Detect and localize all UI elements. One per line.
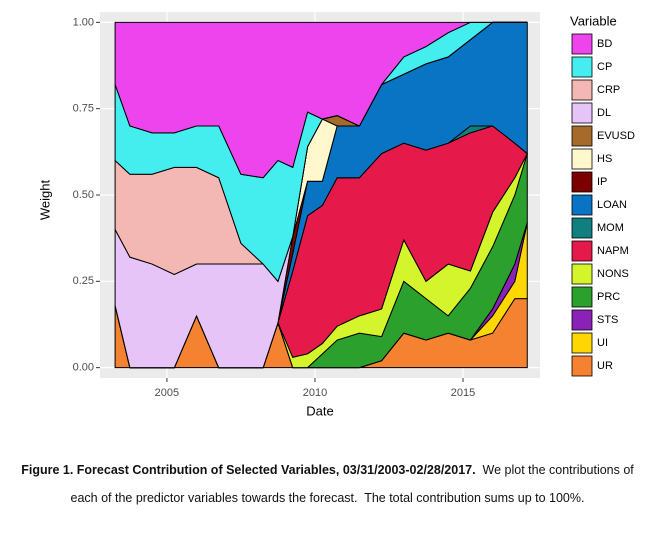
x-tick-label: 2010	[303, 387, 327, 399]
legend-label: CRP	[597, 84, 620, 96]
legend-key	[571, 263, 593, 285]
caption: Figure 1. Forecast Contribution of Selec…	[20, 456, 635, 512]
legend-key	[571, 148, 593, 170]
chart: Date Weight Variable 0.00 0.25 0.50 0.75 1.0…	[37, 12, 635, 418]
legend-title: Variable	[570, 13, 617, 28]
legend-label: MOM	[597, 222, 624, 234]
x-axis-label: Date	[306, 403, 333, 418]
y-tick-label: 0.00	[73, 362, 94, 374]
legend-label: BD	[597, 38, 612, 50]
legend-label: IP	[597, 176, 607, 188]
legend-label: PRC	[597, 291, 620, 303]
legend-label: EVUSD	[597, 130, 635, 142]
caption-label: Figure 1. Forecast Contribution of Selec…	[21, 463, 476, 477]
legend-label: STS	[597, 314, 618, 326]
legend-key	[571, 240, 593, 262]
y-tick-label: 0.50	[73, 189, 94, 201]
legend-key	[571, 125, 593, 147]
y-tick-label: 0.25	[73, 275, 94, 287]
legend-key	[571, 194, 593, 216]
legend-label: DL	[597, 107, 611, 119]
legend-label: HS	[597, 153, 612, 165]
legend-label: UR	[597, 360, 613, 372]
legend-key	[571, 79, 593, 101]
caption-text: We plot the contributions of each of the…	[70, 463, 638, 505]
x-tick-label: 2005	[155, 387, 179, 399]
legend-key	[571, 56, 593, 78]
y-tick-label: 1.00	[73, 16, 94, 28]
legend-key	[571, 171, 593, 193]
legend-label: UI	[597, 337, 608, 349]
legend-key	[571, 286, 593, 308]
legend-key	[571, 102, 593, 124]
y-tick-label: 0.75	[73, 103, 94, 115]
legend-key	[571, 332, 593, 354]
legend-label: NONS	[597, 268, 629, 280]
area	[114, 21, 528, 179]
legend-key	[571, 33, 593, 55]
legend-label: CP	[597, 61, 612, 73]
legend-key	[571, 309, 593, 331]
x-tick-label: 2015	[451, 387, 475, 399]
y-axis-label: Weight	[37, 180, 52, 221]
legend-key	[571, 355, 593, 377]
legend-label: NAPM	[597, 245, 629, 257]
legend-label: LOAN	[597, 199, 627, 211]
legend-key	[571, 217, 593, 239]
